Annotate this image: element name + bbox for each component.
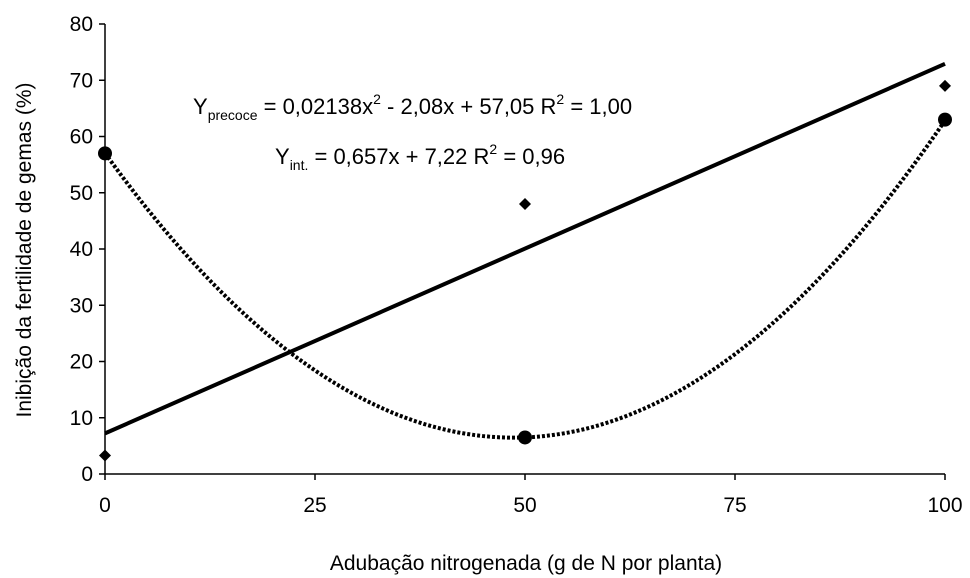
x-axis-title: Adubação nitrogenada (g de N por planta) bbox=[330, 552, 722, 575]
data-points bbox=[98, 79, 952, 462]
y-tick-label: 80 bbox=[70, 13, 93, 36]
eq2-sup1: 2 bbox=[489, 141, 497, 157]
eq2-part2: = 0,96 bbox=[497, 144, 565, 169]
eq1-y-sub: precoce bbox=[208, 107, 258, 123]
y-tick-label: 0 bbox=[81, 463, 93, 486]
equation-intermediate: Yint. = 0,657x + 7,22 R2 = 0,96 bbox=[275, 141, 565, 173]
y-ticks: 0 10 20 30 40 50 60 70 80 bbox=[70, 13, 105, 486]
y-tick-label: 20 bbox=[70, 351, 93, 374]
y-tick-label: 40 bbox=[70, 238, 93, 261]
y-tick-label: 50 bbox=[70, 182, 93, 205]
circle-point bbox=[518, 430, 532, 445]
fit-lines bbox=[103, 61, 947, 440]
x-tick-label: 25 bbox=[303, 494, 326, 517]
eq1-sup2: 2 bbox=[556, 91, 564, 107]
circle-point bbox=[98, 146, 112, 161]
eq2-y: Y bbox=[275, 144, 290, 169]
x-tick-label: 100 bbox=[927, 494, 962, 517]
circle-point bbox=[938, 112, 952, 127]
x-tick-label: 75 bbox=[723, 494, 746, 517]
x-ticks: 0 25 50 75 100 bbox=[99, 474, 963, 517]
y-tick-label: 60 bbox=[70, 126, 93, 149]
x-tick-label: 0 bbox=[99, 494, 111, 517]
y-tick-label: 70 bbox=[70, 69, 93, 92]
y-axis-title: Inibição da fertilidade de gemas (%) bbox=[13, 82, 36, 417]
eq1-part2: - 2,08x + 57,05 R bbox=[381, 94, 557, 119]
eq1-part3: = 1,00 bbox=[564, 94, 632, 119]
equation-precoce: Yprecoce = 0,02138x2 - 2,08x + 57,05 R2 … bbox=[193, 91, 632, 123]
eq2-y-sub: int. bbox=[290, 157, 309, 173]
eq1-y: Y bbox=[193, 94, 208, 119]
diamond-point bbox=[519, 198, 531, 210]
quadratic-fit-curve bbox=[103, 119, 947, 440]
eq1-part1: = 0,02138x bbox=[258, 94, 374, 119]
linear-fit-line bbox=[104, 61, 946, 436]
y-tick-label: 10 bbox=[70, 407, 93, 430]
diamond-point bbox=[939, 79, 951, 92]
eq2-part1: = 0,657x + 7,22 R bbox=[308, 144, 489, 169]
diamond-point bbox=[99, 449, 111, 462]
eq1-sup1: 2 bbox=[373, 91, 381, 107]
x-tick-label: 50 bbox=[513, 494, 536, 517]
y-tick-label: 30 bbox=[70, 294, 93, 317]
